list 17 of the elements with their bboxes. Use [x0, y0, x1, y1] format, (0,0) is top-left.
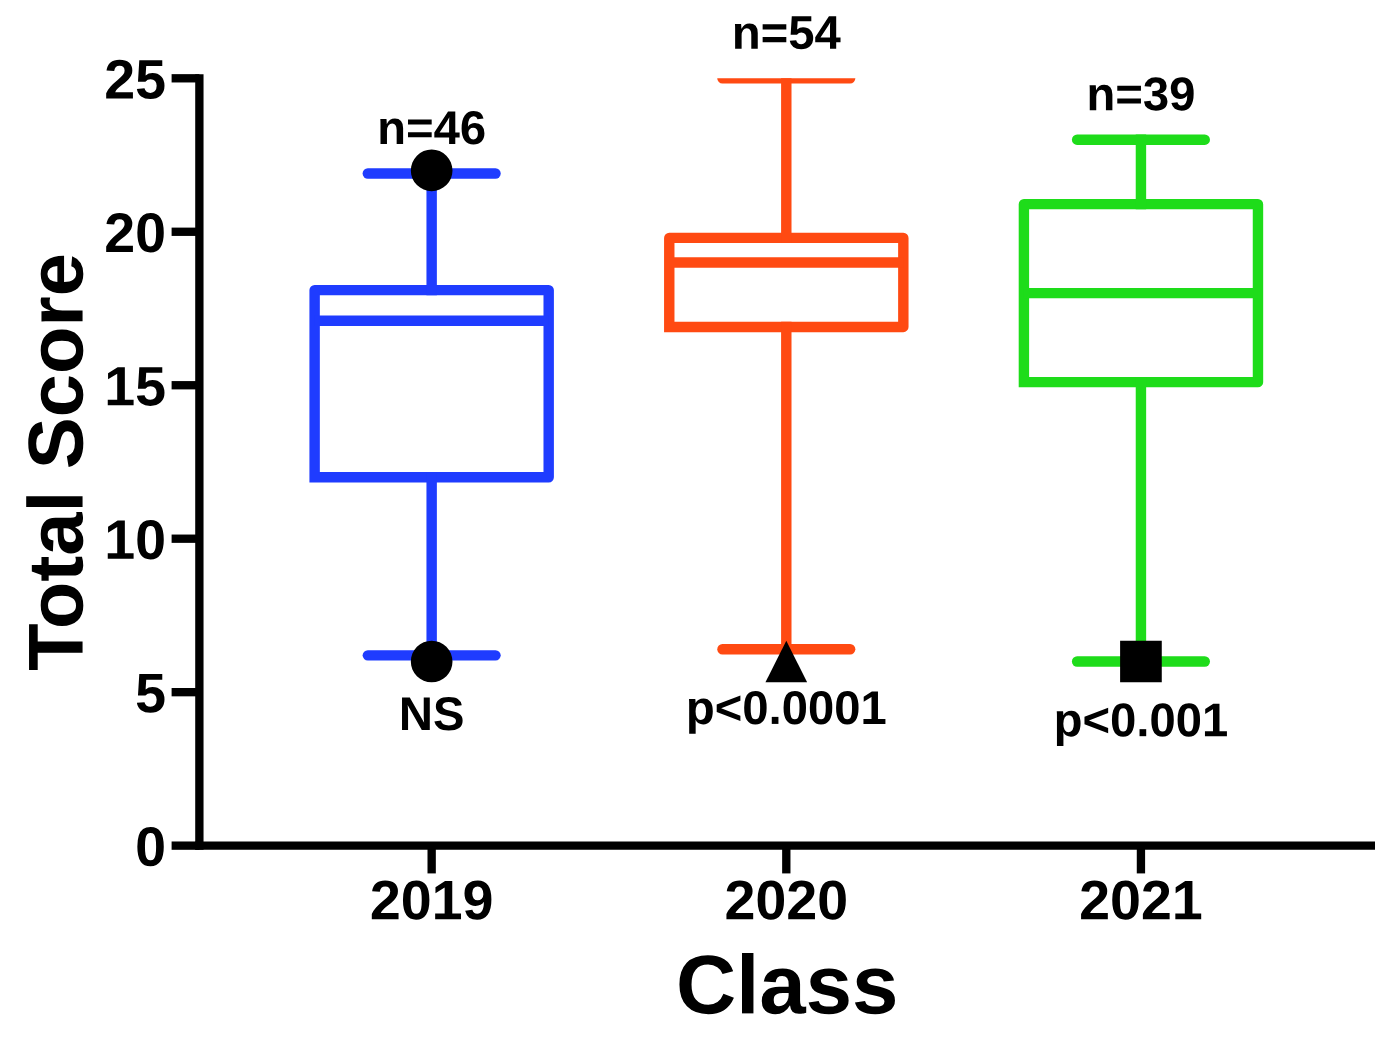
annotation: p<0.001: [1056, 703, 1227, 746]
text: n=54: [734, 16, 841, 50]
y-tick-label: 15: [107, 367, 165, 406]
x-tick-label: 2021: [1081, 880, 1202, 920]
y-tick-label: 25: [106, 59, 165, 99]
x-tick-label: 2019: [371, 880, 492, 920]
x-axis-title: Class: [679, 952, 895, 1015]
annotation: NS: [402, 697, 463, 731]
y-tick-label: 10: [107, 520, 164, 560]
y-axis-title: Total Score: [26, 255, 84, 670]
y-tick-label: 0: [137, 826, 164, 867]
y-tick-label: 20: [106, 213, 164, 253]
annotation: p<0.0001: [688, 690, 886, 734]
x-tick-label: 2020: [726, 880, 846, 920]
annotation: n=46: [380, 111, 485, 145]
annotation: n=39: [1089, 77, 1194, 111]
y-tick-label: 5: [136, 674, 165, 713]
